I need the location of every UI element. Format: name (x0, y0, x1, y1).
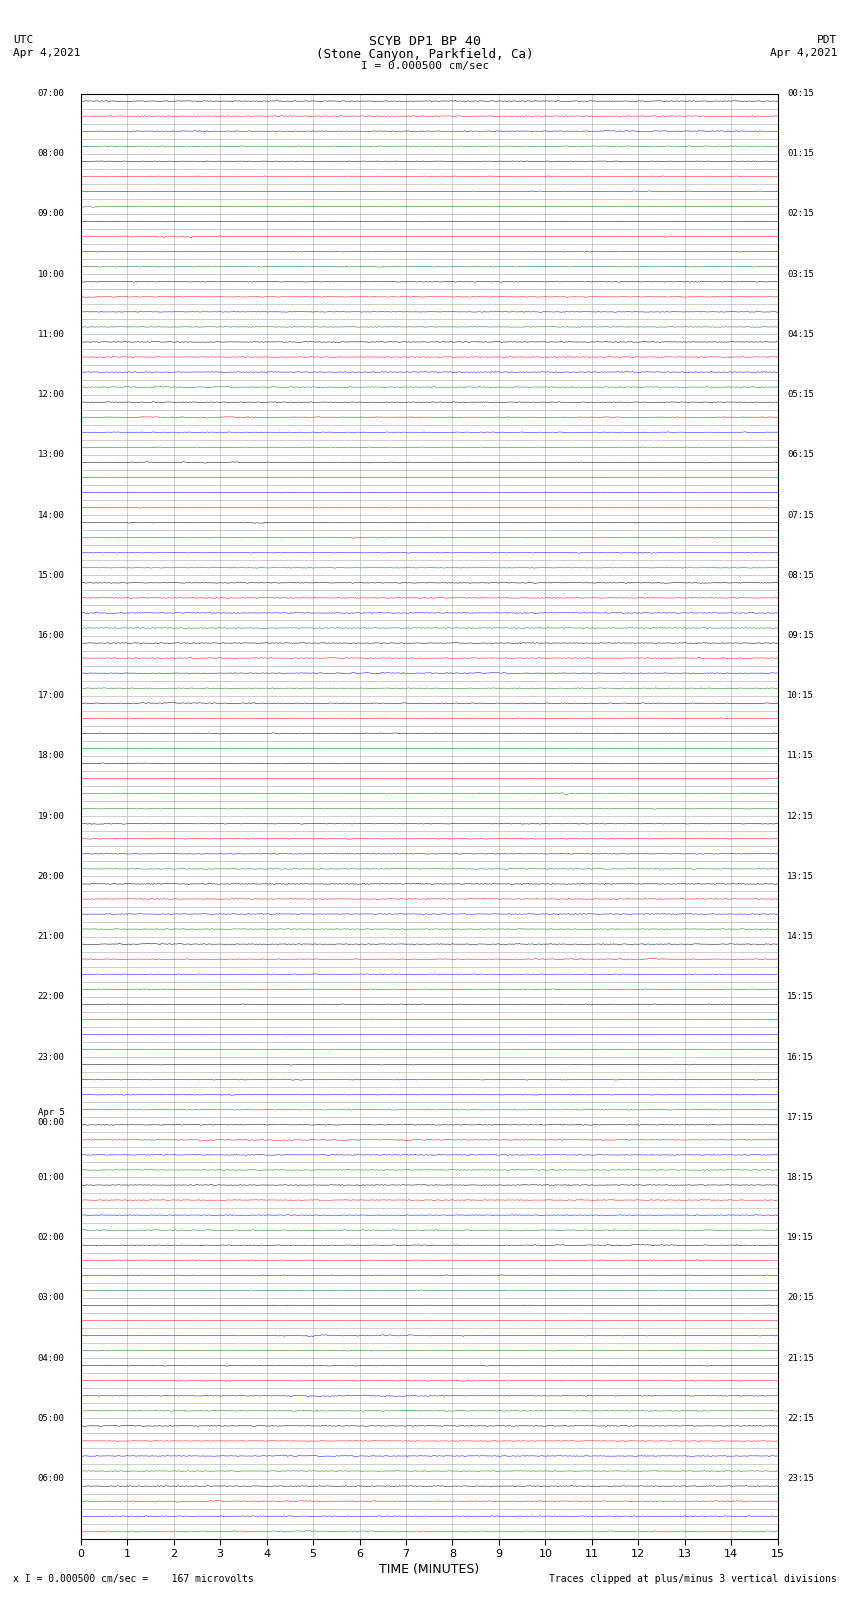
Text: 19:00: 19:00 (37, 811, 65, 821)
Text: SCYB DP1 BP 40: SCYB DP1 BP 40 (369, 35, 481, 48)
Text: 12:15: 12:15 (787, 811, 814, 821)
Text: 10:15: 10:15 (787, 692, 814, 700)
Text: 22:15: 22:15 (787, 1415, 814, 1423)
Text: 13:00: 13:00 (37, 450, 65, 460)
Text: 08:15: 08:15 (787, 571, 814, 579)
Text: 17:00: 17:00 (37, 692, 65, 700)
Text: 21:15: 21:15 (787, 1353, 814, 1363)
Text: 23:15: 23:15 (787, 1474, 814, 1482)
Text: 05:00: 05:00 (37, 1415, 65, 1423)
Text: 10:00: 10:00 (37, 269, 65, 279)
Text: 02:00: 02:00 (37, 1234, 65, 1242)
Text: 17:15: 17:15 (787, 1113, 814, 1121)
Text: 20:00: 20:00 (37, 873, 65, 881)
Text: 04:00: 04:00 (37, 1353, 65, 1363)
X-axis label: TIME (MINUTES): TIME (MINUTES) (379, 1563, 479, 1576)
Text: 07:00: 07:00 (37, 89, 65, 98)
Text: 18:15: 18:15 (787, 1173, 814, 1182)
Text: 09:15: 09:15 (787, 631, 814, 640)
Text: 15:00: 15:00 (37, 571, 65, 579)
Text: 02:15: 02:15 (787, 210, 814, 218)
Text: Apr 4,2021: Apr 4,2021 (770, 48, 837, 58)
Text: 16:15: 16:15 (787, 1053, 814, 1061)
Text: 21:00: 21:00 (37, 932, 65, 940)
Text: 14:15: 14:15 (787, 932, 814, 940)
Text: 08:00: 08:00 (37, 150, 65, 158)
Text: 11:15: 11:15 (787, 752, 814, 760)
Text: 06:00: 06:00 (37, 1474, 65, 1482)
Text: Traces clipped at plus/minus 3 vertical divisions: Traces clipped at plus/minus 3 vertical … (549, 1574, 837, 1584)
Text: 13:15: 13:15 (787, 873, 814, 881)
Text: I = 0.000500 cm/sec: I = 0.000500 cm/sec (361, 61, 489, 71)
Text: 23:00: 23:00 (37, 1053, 65, 1061)
Text: 14:00: 14:00 (37, 511, 65, 519)
Text: 20:15: 20:15 (787, 1294, 814, 1302)
Text: 01:00: 01:00 (37, 1173, 65, 1182)
Text: 01:15: 01:15 (787, 150, 814, 158)
Text: 18:00: 18:00 (37, 752, 65, 760)
Text: PDT: PDT (817, 35, 837, 45)
Text: 00:15: 00:15 (787, 89, 814, 98)
Text: 09:00: 09:00 (37, 210, 65, 218)
Text: UTC: UTC (13, 35, 33, 45)
Text: 16:00: 16:00 (37, 631, 65, 640)
Text: Apr 5
00:00: Apr 5 00:00 (37, 1108, 65, 1127)
Text: 15:15: 15:15 (787, 992, 814, 1002)
Text: 12:00: 12:00 (37, 390, 65, 398)
Text: 03:15: 03:15 (787, 269, 814, 279)
Text: Apr 4,2021: Apr 4,2021 (13, 48, 80, 58)
Text: 19:15: 19:15 (787, 1234, 814, 1242)
Text: 11:00: 11:00 (37, 331, 65, 339)
Text: 05:15: 05:15 (787, 390, 814, 398)
Text: x I = 0.000500 cm/sec =    167 microvolts: x I = 0.000500 cm/sec = 167 microvolts (13, 1574, 253, 1584)
Text: 06:15: 06:15 (787, 450, 814, 460)
Text: (Stone Canyon, Parkfield, Ca): (Stone Canyon, Parkfield, Ca) (316, 48, 534, 61)
Text: 22:00: 22:00 (37, 992, 65, 1002)
Text: 07:15: 07:15 (787, 511, 814, 519)
Text: 03:00: 03:00 (37, 1294, 65, 1302)
Text: 04:15: 04:15 (787, 331, 814, 339)
